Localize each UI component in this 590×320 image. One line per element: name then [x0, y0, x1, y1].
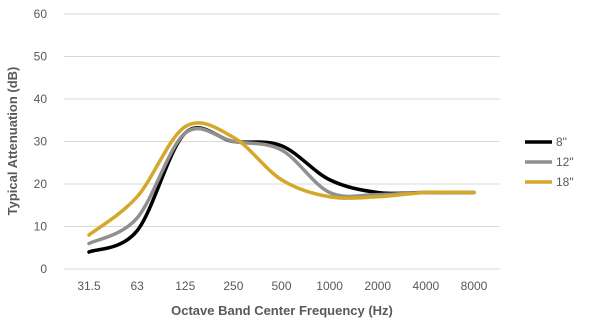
x-tick-label: 2000	[364, 279, 391, 293]
series-lines	[87, 121, 476, 254]
x-tick-label: 500	[271, 279, 291, 293]
y-tick-label: 50	[34, 50, 48, 64]
legend-label-3: 18"	[556, 175, 574, 189]
y-tick-label: 0	[40, 262, 47, 276]
y-tick-label: 40	[34, 92, 48, 106]
series-line-1	[87, 126, 476, 254]
x-tick-label: 1000	[316, 279, 343, 293]
x-axis-title: Octave Band Center Frequency (Hz)	[171, 303, 393, 318]
gridlines	[64, 13, 500, 270]
x-tick-label: 63	[130, 279, 144, 293]
x-tick-label: 4000	[413, 279, 440, 293]
x-tick-label: 250	[223, 279, 243, 293]
x-tick-label: 31.5	[77, 279, 101, 293]
y-axis-title: Typical Attenuation (dB)	[5, 67, 20, 216]
x-tick-label: 125	[175, 279, 195, 293]
legend-label-1: 8"	[556, 135, 567, 149]
y-tick-label: 60	[34, 7, 48, 21]
x-tick-label: 8000	[461, 279, 488, 293]
y-tick-label: 30	[34, 135, 48, 149]
x-axis-ticks: 31.5 63 125 250 500 1000 2000 4000 8000	[77, 279, 487, 293]
series-line-3	[87, 121, 476, 237]
y-axis-ticks: 0 10 20 30 40 50 60	[34, 7, 48, 276]
legend: 8" 12" 18"	[525, 135, 574, 189]
y-tick-label: 10	[34, 220, 48, 234]
legend-label-2: 12"	[556, 155, 574, 169]
y-tick-label: 20	[34, 177, 48, 191]
